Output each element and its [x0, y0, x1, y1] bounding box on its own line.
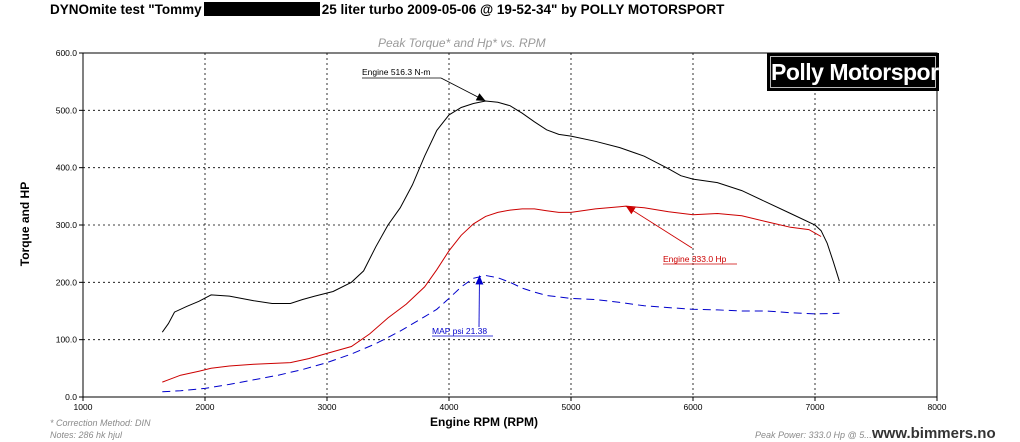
power-line — [162, 205, 822, 383]
x-tick-label: 5000 — [562, 402, 581, 412]
map-psi-line — [162, 274, 840, 393]
y-tick-label: 0.0 — [65, 392, 77, 402]
page-title: DYNOmite test "Tommy 25 liter turbo 2009-… — [50, 2, 724, 17]
x-axis-label: Engine RPM (RPM) — [430, 415, 538, 429]
map-annotation-arrowhead — [475, 275, 484, 285]
y-tick-label: 200.0 — [56, 277, 78, 287]
y-tick-label: 400.0 — [56, 163, 78, 173]
title-suffix: 25 liter turbo 2009-05-06 @ 19-52-34" by… — [321, 2, 725, 17]
x-tick-label: 3000 — [318, 402, 337, 412]
x-tick-label: 1000 — [74, 402, 93, 412]
torque-line — [161, 100, 840, 333]
x-tick-label: 4000 — [440, 402, 459, 412]
y-tick-label: 100.0 — [56, 335, 78, 345]
polly-motorsport-logo: Polly Motorsport — [767, 53, 946, 91]
redaction-bar — [203, 2, 320, 16]
x-tick-label: 7000 — [806, 402, 825, 412]
correction-method: * Correction Method: DIN — [50, 418, 151, 428]
x-tick-label: 6000 — [684, 402, 703, 412]
logo-text: Polly Motorsport — [770, 56, 946, 88]
power-annotation-arrowhead — [625, 206, 636, 215]
power-annotation-label: Engine 333.0 Hp — [663, 254, 727, 264]
chart-title: Peak Torque* and Hp* vs. RPM — [378, 36, 546, 50]
watermark: www.bimmers.no — [872, 425, 996, 442]
torque-annotation-label: Engine 516.3 N-m — [362, 67, 431, 77]
y-tick-label: 500.0 — [56, 105, 78, 115]
y-tick-label: 600.0 — [56, 48, 78, 58]
y-tick-label: 300.0 — [56, 220, 78, 230]
torque-annotation-arrowhead — [475, 93, 486, 101]
x-tick-label: 8000 — [928, 402, 947, 412]
x-tick-label: 2000 — [196, 402, 215, 412]
notes: Notes: 286 hk hjul — [50, 430, 123, 440]
power-annotation-pointer — [625, 205, 693, 249]
map-annotation-label: MAP psi 21.38 — [432, 326, 487, 336]
title-prefix: DYNOmite test "Tommy — [50, 2, 202, 17]
peak-power: Peak Power: 333.0 Hp @ 5... — [755, 430, 872, 440]
